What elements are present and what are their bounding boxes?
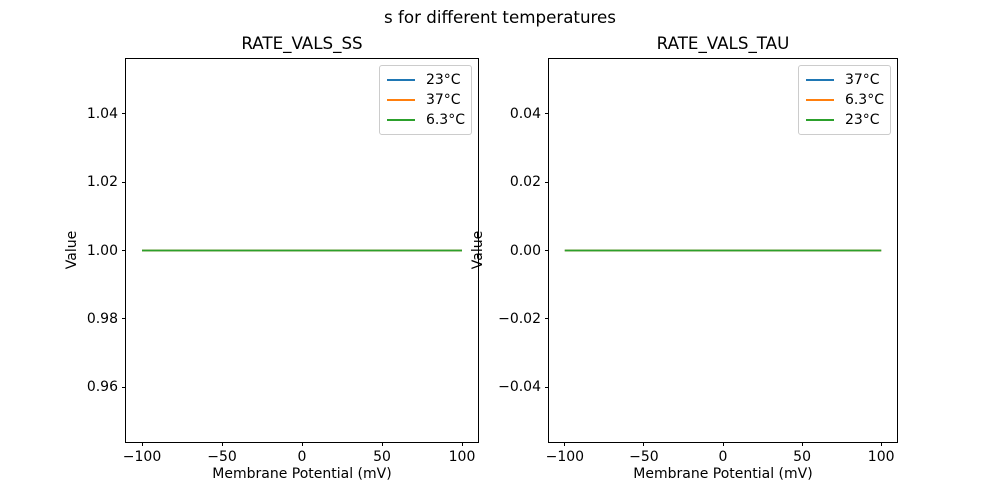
figure-suptitle: s for different temperatures <box>383 7 616 27</box>
legend-entry: 23°C <box>386 71 465 89</box>
legend-label: 23°C <box>425 72 461 88</box>
legend-label: 6.3°C <box>844 92 884 108</box>
x-tick-label: −50 <box>629 449 659 465</box>
legend-label: 23°C <box>844 112 880 128</box>
x-tick <box>461 442 463 446</box>
y-axis-label-ss: Value <box>64 230 80 270</box>
y-tick <box>122 318 126 320</box>
y-tick-label: 0.04 <box>509 105 541 122</box>
x-tick <box>221 442 223 446</box>
x-tick-label: −100 <box>545 449 585 465</box>
x-tick-label: 100 <box>867 449 895 465</box>
x-tick <box>643 442 645 446</box>
x-axis-label-tau: Membrane Potential (mV) <box>633 466 813 482</box>
x-tick-label: 0 <box>718 449 728 465</box>
legend-line-sample <box>805 99 834 101</box>
y-axis-label-tau: Value <box>470 230 486 270</box>
x-tick <box>880 442 882 446</box>
legend-entry: 37°C <box>805 71 884 89</box>
y-tick <box>545 318 549 320</box>
y-tick <box>545 113 549 115</box>
x-tick-label: 100 <box>448 449 476 465</box>
x-tick-label: −100 <box>122 449 162 465</box>
plot-lines <box>142 249 462 252</box>
legend-label: 37°C <box>425 92 461 108</box>
y-tick-label: 0.02 <box>509 174 541 191</box>
x-tick-label: 50 <box>373 449 391 465</box>
y-tick <box>545 386 549 388</box>
legend-line-sample <box>805 79 834 81</box>
x-tick <box>722 442 724 446</box>
x-tick-label: 50 <box>793 449 811 465</box>
y-tick <box>122 250 126 251</box>
x-tick-label: 0 <box>297 449 307 465</box>
legend-entry: 6.3°C <box>805 91 884 109</box>
y-tick-label: 1.04 <box>86 105 118 122</box>
legend-entry: 37°C <box>386 91 465 109</box>
x-tick <box>381 442 383 446</box>
legend-line-sample <box>386 119 415 121</box>
y-tick-label: 0.96 <box>86 379 118 396</box>
legend-entry: 23°C <box>805 111 884 129</box>
y-tick <box>122 181 126 183</box>
y-tick-label: 1.02 <box>86 174 118 191</box>
legend-label: 6.3°C <box>425 112 465 128</box>
y-tick-label: −0.04 <box>498 379 541 396</box>
legend-line-sample <box>386 99 415 101</box>
y-tick <box>545 181 549 183</box>
x-tick-label: −50 <box>207 449 237 465</box>
legend: 37°C 6.3°C 23°C <box>797 65 891 135</box>
y-tick <box>122 113 126 115</box>
subplot-title-rate-vals-tau: RATE_VALS_TAU <box>656 33 790 53</box>
x-axis-label-ss: Membrane Potential (mV) <box>212 466 392 482</box>
subplot-title-rate-vals-ss: RATE_VALS_SS <box>241 33 363 53</box>
x-tick <box>301 442 303 446</box>
y-tick <box>122 386 126 388</box>
y-tick-label: 1.00 <box>86 242 118 259</box>
y-tick-label: −0.02 <box>498 310 541 327</box>
plot-lines <box>564 249 882 252</box>
x-tick <box>141 442 143 446</box>
y-tick <box>545 250 549 251</box>
axes-rate-vals-tau: −100 −50 0 50 100 −0.04 −0.02 0.00 0.02 0.04 37°C 6… <box>498 58 898 465</box>
y-tick-label: 0.98 <box>86 310 118 327</box>
x-tick <box>801 442 803 446</box>
legend-line-sample <box>805 119 834 121</box>
axes-rate-vals-ss: −100 −50 0 50 100 0.96 0.98 1.00 1.02 1.04 23°C 37°… <box>87 58 479 465</box>
y-tick-label: 0.00 <box>509 242 541 259</box>
legend-label: 37°C <box>844 72 880 88</box>
x-tick <box>564 442 566 446</box>
legend-entry: 6.3°C <box>386 111 465 129</box>
legend-line-sample <box>386 79 415 81</box>
legend: 23°C 37°C 6.3°C <box>378 65 472 135</box>
